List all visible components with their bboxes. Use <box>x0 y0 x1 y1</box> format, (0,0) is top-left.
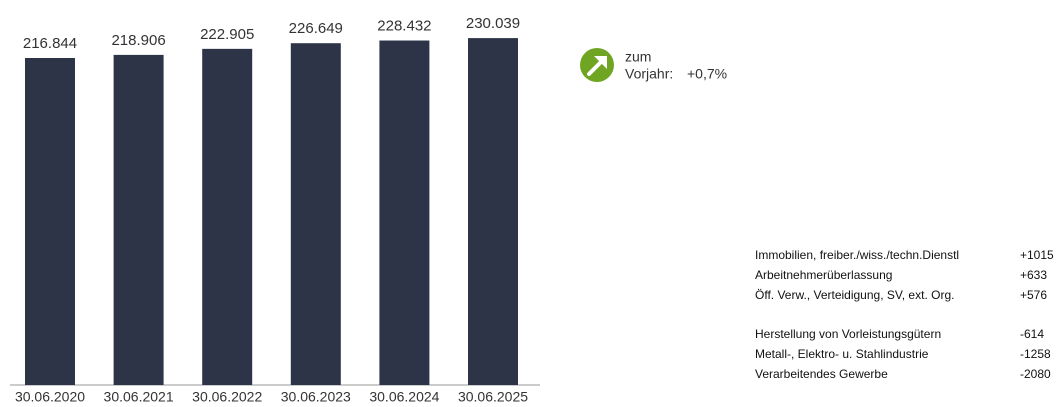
table-label: Öff. Verw., Verteidigung, SV, ext. Org. <box>755 288 954 302</box>
x-tick-label: 30.06.2021 <box>104 389 174 405</box>
x-tick-label: 30.06.2025 <box>458 389 528 405</box>
bar <box>25 57 75 386</box>
value-label: 226.649 <box>289 20 343 37</box>
annotation-change: +0,7% <box>687 66 727 82</box>
bar <box>202 48 253 386</box>
table-label: Immobilien, freiber./wiss./techn.Dienstl <box>755 248 959 262</box>
value-label: 218.906 <box>111 32 165 49</box>
x-tick-label: 30.06.2022 <box>192 389 262 405</box>
value-label: 216.844 <box>23 35 77 52</box>
x-tick-label: 30.06.2024 <box>369 389 439 405</box>
table-value: -614 <box>1020 327 1044 341</box>
annotation-text: Vorjahr: <box>625 66 673 82</box>
value-label: 230.039 <box>466 15 520 32</box>
bar <box>290 43 341 385</box>
x-tick-label: 30.06.2023 <box>281 389 351 405</box>
value-label: 228.432 <box>377 17 431 34</box>
bar <box>468 38 518 385</box>
table-label: Verarbeitendes Gewerbe <box>755 367 888 381</box>
table-value: -1258 <box>1020 347 1051 361</box>
table-label: Herstellung von Vorleistungsgütern <box>755 327 941 341</box>
value-label: 222.905 <box>200 26 254 43</box>
bar <box>379 40 430 386</box>
trend-icon <box>580 48 614 82</box>
table-value: -2080 <box>1020 367 1051 381</box>
table-value: +576 <box>1020 288 1047 302</box>
table-label: Arbeitnehmerüberlassung <box>755 268 892 282</box>
bar <box>113 54 164 386</box>
annotation-text: zum <box>625 49 651 65</box>
table-value: +1015 <box>1020 248 1054 262</box>
table-value: +633 <box>1020 268 1047 282</box>
x-tick-label: 30.06.2020 <box>15 389 85 405</box>
table-label: Metall-, Elektro- u. Stahlindustrie <box>755 347 929 361</box>
